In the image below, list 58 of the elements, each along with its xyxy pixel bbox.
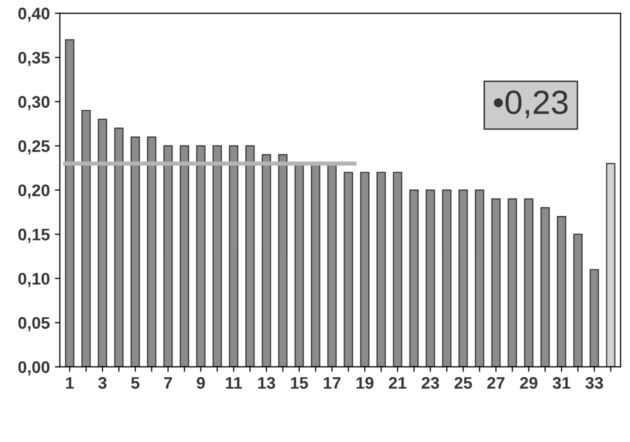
bar: [606, 162, 616, 367]
x-tick-label: 11: [226, 377, 242, 389]
bar: [130, 136, 140, 367]
bar: [180, 145, 190, 367]
x-tick-label: 5: [131, 377, 140, 389]
bar: [262, 154, 272, 367]
bar: [147, 136, 156, 367]
bar: [442, 190, 452, 367]
bar: [491, 198, 501, 367]
x-tick-label: 3: [98, 377, 107, 389]
x-tick-label: 33: [585, 377, 603, 389]
x-tick-label: 7: [164, 377, 172, 389]
bar: [228, 145, 238, 367]
y-tick-label: 0,10: [18, 272, 50, 288]
bar: [278, 154, 288, 367]
bar: [474, 190, 484, 367]
bar: [212, 145, 222, 367]
bar: [196, 145, 206, 367]
bar: [376, 172, 386, 367]
x-tick-label: 31: [552, 377, 570, 389]
bar: [426, 190, 436, 367]
x-tick-label: 27: [487, 377, 504, 389]
y-tick-label: 0,00: [18, 361, 50, 376]
x-tick-label: 13: [258, 377, 276, 389]
x-tick-label: 15: [290, 377, 308, 389]
bar: [409, 190, 419, 367]
bar: [590, 269, 599, 367]
bar: [98, 118, 108, 367]
bar: [392, 172, 402, 367]
x-tick-label: 29: [520, 377, 538, 389]
bar: [540, 207, 550, 367]
y-tick-label: 0,20: [18, 184, 50, 199]
bar: [344, 172, 354, 367]
bar: [81, 110, 91, 367]
bar: [360, 172, 370, 367]
bar: [556, 216, 566, 367]
x-tick-label: 9: [196, 377, 205, 389]
x-tick-label: 19: [356, 377, 374, 389]
y-tick-label: 0,05: [18, 317, 50, 332]
bar: [508, 198, 517, 367]
y-tick-label: 0,40: [18, 8, 50, 22]
annotation: •0,23: [494, 90, 568, 118]
bar: [245, 145, 255, 367]
bar: [524, 198, 534, 367]
bar: [458, 190, 468, 367]
bar: [573, 234, 583, 367]
y-tick-label: 0,30: [18, 96, 50, 110]
bar: [163, 145, 173, 367]
x-tick-label: 1: [66, 377, 74, 389]
x-tick-label: 21: [388, 377, 406, 389]
x-tick-label: 17: [324, 377, 341, 389]
bar: [65, 39, 74, 367]
y-tick-label: 0,35: [18, 52, 50, 66]
y-tick-label: 0,15: [18, 228, 50, 243]
x-tick-label: 25: [454, 377, 472, 389]
bar: [114, 128, 124, 367]
x-tick-label: 23: [422, 377, 440, 389]
y-tick-label: 0,25: [18, 140, 50, 154]
